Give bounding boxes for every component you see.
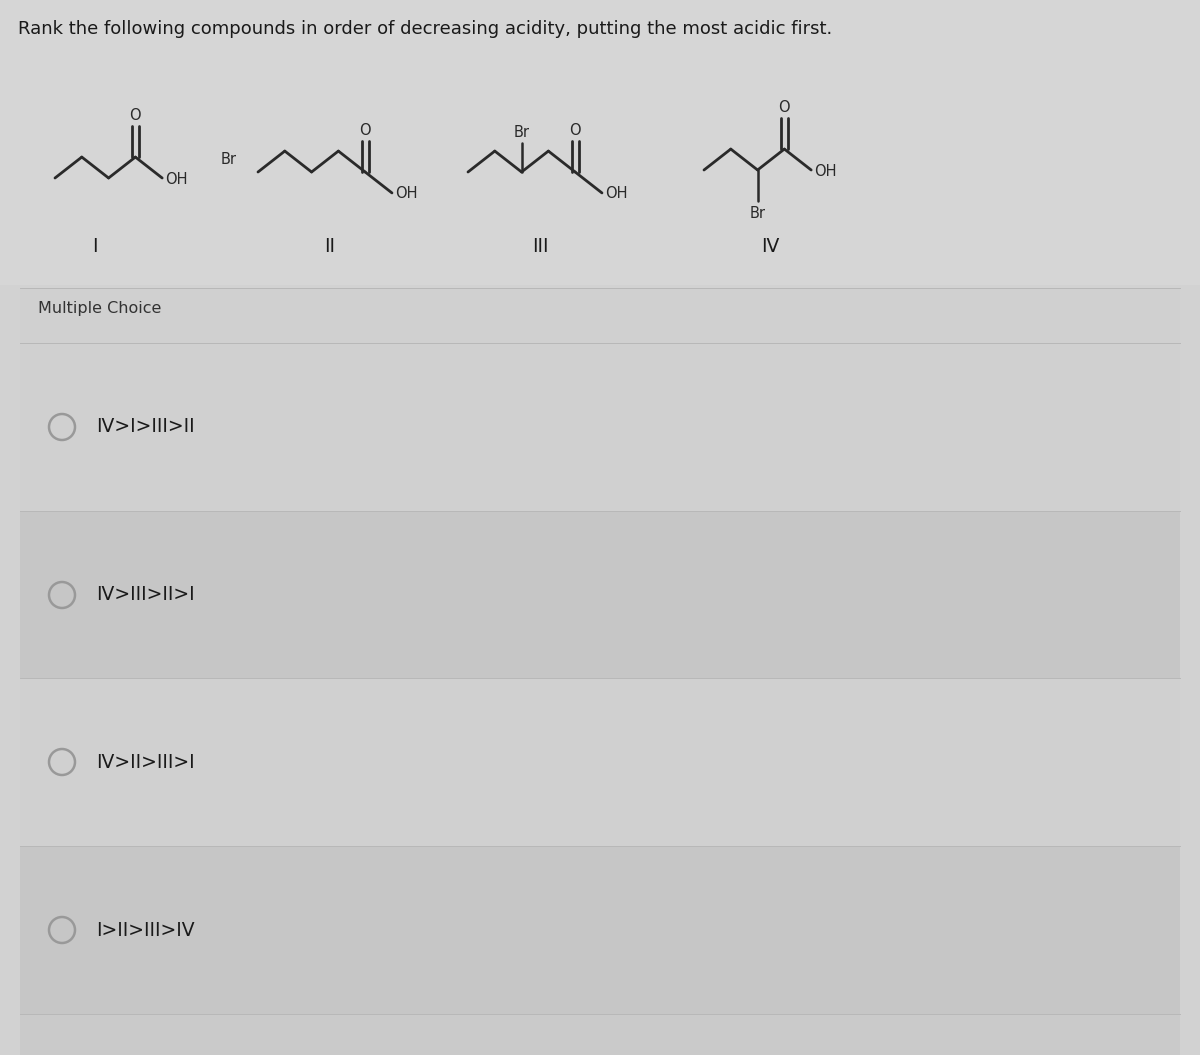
Bar — [20, 343, 1180, 511]
Text: I: I — [92, 237, 97, 256]
Bar — [20, 678, 1180, 846]
Text: I>II>III>IV: I>II>III>IV — [96, 921, 194, 940]
Bar — [20, 288, 1180, 343]
Text: IV>II>III>I: IV>II>III>I — [96, 752, 194, 771]
Text: OH: OH — [164, 172, 187, 187]
Text: OH: OH — [814, 164, 836, 178]
Text: II: II — [324, 237, 336, 256]
Text: Br: Br — [221, 153, 238, 168]
Text: Br: Br — [750, 206, 766, 220]
Text: O: O — [569, 123, 581, 138]
Text: IV: IV — [761, 237, 779, 256]
Text: IV>I>III>II: IV>I>III>II — [96, 418, 194, 437]
Text: Multiple Choice: Multiple Choice — [38, 301, 161, 315]
Text: Rank the following compounds in order of decreasing acidity, putting the most ac: Rank the following compounds in order of… — [18, 20, 833, 38]
Text: O: O — [779, 100, 790, 115]
Bar — [20, 846, 1180, 1014]
Text: OH: OH — [395, 187, 418, 202]
Text: III: III — [532, 237, 548, 256]
Bar — [20, 288, 1180, 1055]
Text: O: O — [359, 123, 371, 138]
Text: O: O — [130, 109, 142, 123]
Text: IV>III>II>I: IV>III>II>I — [96, 586, 194, 605]
Bar — [20, 511, 1180, 679]
Text: OH: OH — [605, 187, 628, 202]
Bar — [0, 0, 1200, 285]
Text: Br: Br — [514, 124, 529, 139]
